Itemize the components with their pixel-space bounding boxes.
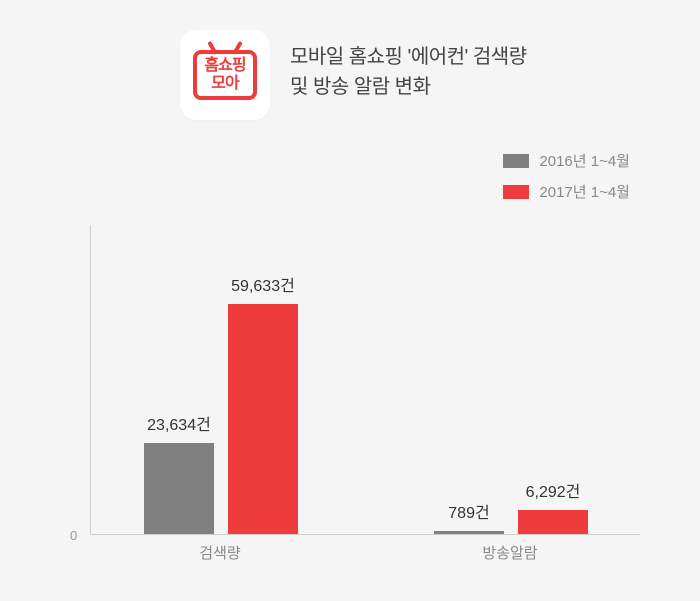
logo-line2: 모아 bbox=[211, 75, 238, 92]
bar bbox=[228, 304, 298, 534]
bar-value-label: 789건 bbox=[448, 499, 489, 523]
bar-group-alarm: 789건 6,292건 bbox=[411, 225, 611, 534]
header: 홈쇼핑 모아 모바일 홈쇼핑 '에어컨' 검색량 및 방송 알람 변화 bbox=[180, 30, 527, 120]
bar-wrap: 789건 bbox=[434, 225, 504, 534]
x-axis-label: 검색량 bbox=[120, 542, 320, 563]
bar bbox=[518, 510, 588, 534]
title-line2: 및 방송 알람 변화 bbox=[290, 72, 527, 102]
bar-value-label: 59,633건 bbox=[231, 272, 295, 296]
x-axis-label: 방송알람 bbox=[410, 542, 610, 563]
bar bbox=[144, 443, 214, 534]
plot-area: 23,634건 59,633건 789건 6,292건 bbox=[90, 225, 640, 535]
brand-logo: 홈쇼핑 모아 bbox=[180, 30, 270, 120]
bar-wrap: 6,292건 bbox=[518, 225, 588, 534]
bar-wrap: 23,634건 bbox=[144, 225, 214, 534]
legend-swatch bbox=[503, 185, 529, 199]
legend: 2016년 1~4월 2017년 1~4월 bbox=[503, 150, 630, 202]
logo-line1: 홈쇼핑 bbox=[204, 57, 245, 74]
bar bbox=[434, 531, 504, 534]
logo-text: 홈쇼핑 모아 bbox=[204, 57, 245, 93]
title-line1: 모바일 홈쇼핑 '에어컨' 검색량 bbox=[290, 42, 527, 72]
bar-group-search: 23,634건 59,633건 bbox=[121, 225, 321, 534]
legend-item-2017: 2017년 1~4월 bbox=[503, 181, 630, 202]
bar-value-label: 6,292건 bbox=[526, 478, 581, 502]
legend-label: 2017년 1~4월 bbox=[539, 181, 630, 202]
bar-chart: 0 23,634건 59,633건 789건 6,292건 검색량 bbox=[70, 225, 640, 565]
tv-antenna-icon bbox=[210, 40, 240, 54]
tv-icon: 홈쇼핑 모아 bbox=[193, 50, 257, 100]
legend-item-2016: 2016년 1~4월 bbox=[503, 150, 630, 171]
bar-value-label: 23,634건 bbox=[147, 411, 211, 435]
legend-swatch bbox=[503, 154, 529, 168]
legend-label: 2016년 1~4월 bbox=[539, 150, 630, 171]
bar-wrap: 59,633건 bbox=[228, 225, 298, 534]
chart-title: 모바일 홈쇼핑 '에어컨' 검색량 및 방송 알람 변화 bbox=[290, 30, 527, 102]
y-zero-label: 0 bbox=[70, 528, 77, 543]
